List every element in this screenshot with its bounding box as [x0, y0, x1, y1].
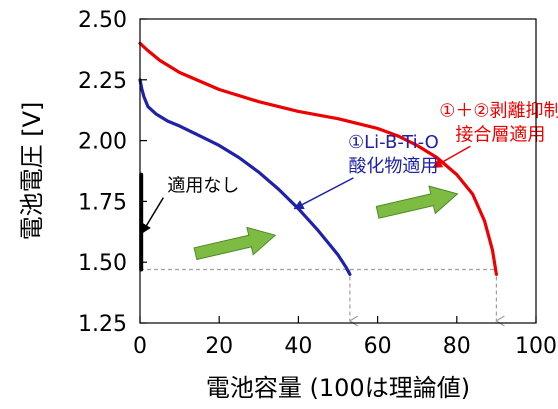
annotation-text-blue: ①Li-B-Ti-O	[348, 132, 439, 153]
series-layer	[138, 41, 498, 276]
y-axis-ticks: 2.50 2.25 2.00 1.75 1.50 1.25	[78, 8, 147, 337]
y-tick-label: 2.25	[78, 69, 127, 94]
y-tick-label: 1.25	[78, 312, 127, 337]
progress-arrow	[375, 185, 459, 219]
progress-arrow	[193, 226, 277, 261]
annotation-arrow-red	[432, 145, 471, 169]
series-line-1	[138, 41, 498, 276]
progress-arrows	[193, 185, 459, 261]
annotation-text-red: ①＋②剥離抑制	[439, 100, 558, 121]
x-tick-label: 0	[133, 334, 147, 359]
y-tick-label: 2.00	[78, 130, 127, 155]
y-tick-label: 1.50	[78, 251, 127, 276]
y-tick-label: 2.50	[78, 8, 127, 33]
x-tick-label: 100	[515, 334, 557, 359]
x-tick-label: 60	[364, 334, 392, 359]
plot-area-frame	[139, 18, 537, 324]
x-axis-label: 電池容量 (100は理論値)	[206, 374, 470, 402]
annotation-arrow-blue	[293, 177, 354, 210]
series-line-2	[138, 78, 352, 276]
y-tick-label: 1.75	[78, 190, 127, 215]
annotation-text-black: 適用なし	[167, 176, 239, 197]
y-axis-label: 電池電圧 [V]	[18, 102, 46, 241]
x-tick-label: 40	[284, 334, 312, 359]
annotation-arrow-black	[141, 197, 165, 234]
x-tick-label: 80	[443, 334, 471, 359]
x-tick-label: 20	[205, 334, 233, 359]
annotation-text-red: 接合層適用	[455, 124, 545, 145]
annotation-text-blue: 酸化物適用	[348, 156, 438, 177]
reference-lines	[140, 268, 505, 327]
x-axis-ticks: 0 20 40 60 80 100	[133, 316, 557, 359]
